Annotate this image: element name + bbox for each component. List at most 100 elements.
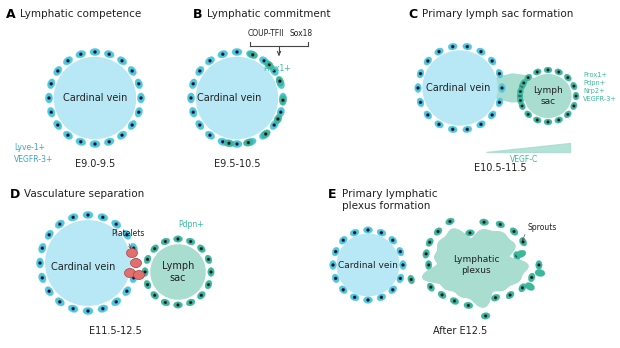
Ellipse shape	[535, 269, 545, 277]
Ellipse shape	[520, 79, 527, 87]
Ellipse shape	[533, 117, 541, 123]
Circle shape	[547, 69, 549, 71]
Circle shape	[353, 231, 356, 234]
Ellipse shape	[196, 120, 204, 129]
Circle shape	[498, 72, 501, 75]
Text: Vasculature separation: Vasculature separation	[24, 189, 144, 199]
Ellipse shape	[496, 221, 505, 228]
Ellipse shape	[466, 230, 474, 236]
Circle shape	[177, 303, 180, 307]
Circle shape	[38, 261, 42, 264]
Circle shape	[490, 60, 494, 63]
Ellipse shape	[232, 48, 242, 55]
Circle shape	[262, 134, 265, 137]
Circle shape	[41, 247, 44, 250]
Ellipse shape	[491, 294, 500, 301]
Ellipse shape	[277, 107, 285, 117]
Circle shape	[189, 96, 193, 100]
Ellipse shape	[208, 268, 215, 277]
Ellipse shape	[260, 131, 268, 139]
Circle shape	[436, 230, 440, 233]
Ellipse shape	[280, 93, 286, 103]
Text: After E12.5: After E12.5	[433, 326, 487, 336]
Ellipse shape	[573, 92, 579, 100]
Ellipse shape	[135, 107, 143, 117]
Circle shape	[267, 63, 271, 67]
Circle shape	[557, 71, 560, 73]
Circle shape	[71, 216, 75, 219]
Circle shape	[115, 300, 118, 303]
Ellipse shape	[489, 111, 496, 119]
Circle shape	[353, 296, 356, 299]
Ellipse shape	[144, 280, 151, 289]
Circle shape	[208, 134, 211, 137]
Circle shape	[250, 53, 253, 56]
Circle shape	[466, 128, 469, 131]
Circle shape	[151, 245, 205, 299]
Circle shape	[66, 134, 69, 137]
Circle shape	[46, 221, 130, 305]
Ellipse shape	[45, 93, 53, 103]
Circle shape	[538, 263, 541, 267]
Ellipse shape	[98, 214, 108, 221]
Ellipse shape	[435, 121, 443, 128]
Ellipse shape	[76, 50, 86, 58]
Circle shape	[519, 90, 522, 93]
Circle shape	[221, 53, 224, 56]
Text: Lymphatic commitment: Lymphatic commitment	[207, 9, 330, 19]
Ellipse shape	[448, 44, 457, 50]
Circle shape	[58, 223, 61, 226]
Text: COUP-TFII: COUP-TFII	[248, 29, 285, 38]
Ellipse shape	[516, 250, 526, 258]
Circle shape	[498, 223, 502, 226]
Circle shape	[498, 101, 501, 104]
Circle shape	[120, 134, 123, 137]
Circle shape	[521, 286, 524, 289]
Ellipse shape	[130, 259, 141, 268]
Ellipse shape	[123, 287, 131, 296]
Ellipse shape	[45, 287, 53, 296]
Circle shape	[221, 140, 224, 143]
Circle shape	[251, 53, 254, 56]
Ellipse shape	[498, 84, 505, 93]
Circle shape	[429, 286, 432, 289]
Circle shape	[557, 119, 560, 121]
Ellipse shape	[260, 57, 268, 65]
Circle shape	[380, 296, 383, 299]
Circle shape	[278, 80, 281, 83]
Ellipse shape	[190, 79, 197, 89]
Circle shape	[115, 223, 118, 226]
Text: C: C	[408, 8, 417, 21]
Circle shape	[547, 121, 549, 124]
Circle shape	[366, 298, 370, 302]
Circle shape	[572, 85, 575, 87]
Text: E11.5-12.5: E11.5-12.5	[89, 326, 141, 336]
Ellipse shape	[128, 120, 136, 129]
Ellipse shape	[112, 220, 121, 228]
Ellipse shape	[526, 76, 570, 116]
Circle shape	[425, 252, 428, 255]
Circle shape	[153, 294, 156, 297]
Circle shape	[342, 239, 345, 242]
Text: Lyve-1+
VEGFR-3+: Lyve-1+ VEGFR-3+	[14, 143, 53, 164]
Circle shape	[236, 142, 239, 145]
Ellipse shape	[246, 138, 256, 145]
Ellipse shape	[118, 131, 126, 139]
Ellipse shape	[448, 126, 457, 133]
Circle shape	[380, 231, 383, 234]
Ellipse shape	[513, 251, 520, 260]
Ellipse shape	[489, 57, 496, 65]
Ellipse shape	[544, 67, 552, 73]
Circle shape	[101, 307, 104, 310]
Circle shape	[279, 111, 282, 114]
Ellipse shape	[397, 247, 404, 256]
Ellipse shape	[519, 82, 525, 90]
Circle shape	[441, 293, 443, 296]
Text: Cardinal vein: Cardinal vein	[426, 83, 490, 93]
Ellipse shape	[55, 220, 64, 228]
Ellipse shape	[48, 107, 55, 117]
Circle shape	[197, 57, 278, 139]
Text: Lymph
sac: Lymph sac	[533, 86, 563, 106]
Text: Sprouts: Sprouts	[527, 223, 556, 232]
Ellipse shape	[450, 298, 459, 304]
